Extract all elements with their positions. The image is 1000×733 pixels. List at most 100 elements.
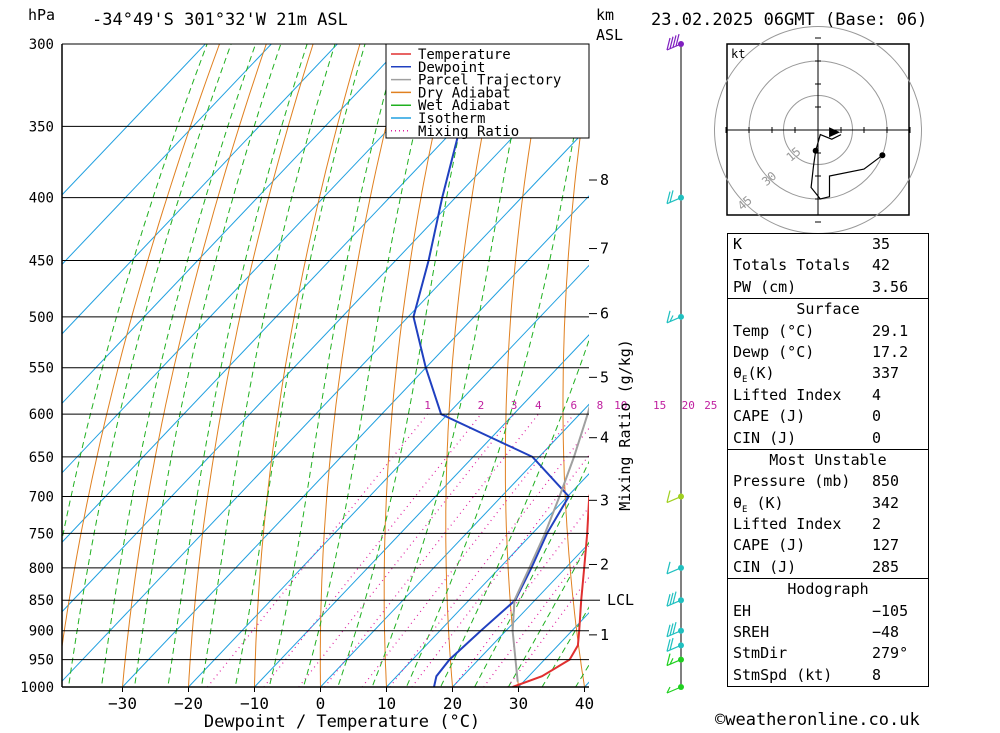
hodograph-index-row: StmDir 279° (728, 643, 928, 664)
most-unstable-value: 2 (872, 515, 882, 534)
legend-entry: Wet Adiabat (418, 98, 511, 114)
wind-barb-shaft (666, 43, 682, 51)
isotherm-line (62, 44, 339, 335)
wind-barb-feather (669, 592, 674, 606)
legend-entry: Dewpoint (418, 60, 485, 76)
legend-entry: Mixing Ratio (418, 124, 519, 140)
index-label: PW (cm) (733, 277, 797, 296)
hodograph-index-value: 279° (872, 644, 909, 663)
mixing-ratio-label: 20 (682, 399, 695, 412)
lcl-label: LCL (607, 591, 634, 609)
wind-barb-feather (669, 658, 674, 665)
pressure-tick-label: 850 (29, 593, 54, 609)
index-label: K (733, 235, 743, 253)
isotherm-line (253, 334, 589, 687)
wind-barb-feather (666, 624, 671, 637)
datetime-title: 23.02.2025 06GMT (Base: 06) (651, 10, 928, 30)
wet-adiabat-line (337, 44, 480, 687)
pressure-tick-label: 600 (29, 407, 54, 423)
isotherm-line (451, 542, 589, 687)
dry-adiabat-line (121, 44, 267, 687)
index-row: PW (cm) 3.56 (728, 277, 928, 298)
index-label: Totals Totals (733, 256, 851, 275)
index-value: 42 (872, 256, 891, 275)
wet-adiabat-line (474, 460, 589, 687)
wind-barb-shaft (666, 630, 682, 638)
hodograph-index-label: StmDir (733, 644, 788, 663)
mixing-ratio-line (324, 413, 539, 687)
wind-barb-shaft (666, 686, 682, 694)
legend-entry: Dry Adiabat (418, 85, 511, 101)
profile-lines (412, 44, 589, 687)
pressure-tick-label: 800 (29, 561, 54, 577)
wind-barb (666, 621, 684, 638)
wind-barb-feather (666, 561, 671, 574)
mixing-ratio-label: 1 (424, 399, 431, 412)
wind-barb-feather (666, 310, 671, 323)
hodograph-index-label: EH (733, 601, 752, 620)
index-row: Totals Totals 42 (728, 255, 928, 276)
pressure-tick-label: 450 (29, 254, 54, 270)
wind-barb (666, 561, 684, 575)
surface-value: 0 (872, 428, 882, 447)
isotherm-line (121, 195, 589, 687)
wind-barb-shaft (666, 197, 682, 205)
mixing-ratio-label: 8 (597, 399, 604, 412)
pressure-tick-label: 750 (29, 526, 54, 542)
height-tick-label: 3 (600, 491, 609, 509)
hodograph-index-value: −48 (872, 623, 900, 642)
wind-barb-shaft (666, 316, 682, 324)
pressure-tick-label: 700 (29, 490, 54, 506)
height-tick-label: 6 (600, 305, 609, 323)
series-temperature (512, 494, 589, 687)
mixing-ratio-line (483, 544, 589, 687)
surface-value: 17.2 (872, 342, 909, 361)
wet-adiabat-line (100, 44, 257, 687)
most-unstable-label: θE (K) (733, 493, 784, 515)
dry-adiabat-line (673, 0, 723, 713)
location-title: -34°49'S 301°32'W 21m ASL (92, 10, 348, 30)
mixing-ratio-label: 4 (535, 399, 542, 412)
most-unstable-value: 127 (872, 536, 900, 555)
surface-title: Surface (796, 300, 860, 319)
wind-barb-feather (669, 190, 674, 203)
surface-row: Lifted Index 4 (728, 385, 928, 406)
surface-label: θE(K) (733, 364, 775, 386)
mixing-ratio-line (507, 576, 589, 687)
temp-tick-label: 10 (377, 694, 396, 713)
hodograph-index-value: 8 (872, 665, 882, 684)
wet-adiabat-line (507, 541, 589, 687)
temp-tick-label: 30 (509, 694, 528, 713)
wind-barb-feather (669, 623, 674, 636)
surface-row: Temp (°C) 29.1 (728, 321, 928, 342)
most-unstable-label: Pressure (mb) (733, 472, 851, 491)
wind-barb-feather (669, 637, 674, 651)
temp-tick-label: 40 (575, 694, 594, 713)
wind-barb-feather (669, 315, 674, 322)
isotherm-line (62, 44, 207, 196)
wet-adiabat-line (541, 606, 589, 687)
hodograph-index-label: StmSpd (kt) (733, 665, 833, 684)
wind-barb-feather (675, 33, 680, 47)
dry-adiabat-line (967, 0, 1000, 713)
hodograph-unit: kt (731, 47, 745, 61)
temp-tick-label: −30 (108, 694, 137, 713)
temp-tick-label: 20 (443, 694, 462, 713)
wet-adiabat-line (62, 44, 208, 542)
pressure-tick-label: 550 (29, 361, 54, 377)
isotherm-line (385, 473, 589, 687)
surface-value: 4 (872, 385, 882, 404)
wind-barb-feather (672, 35, 677, 48)
hodograph-end-dot (879, 152, 886, 159)
indices-panel: K 35 Totals Totals 42 PW (cm) 3.56 Surface Te… (727, 233, 929, 688)
pressure-tick-label: 950 (29, 653, 54, 669)
isotherm-line (62, 56, 589, 613)
footer-copyright: ©weatheronline.co.uk (715, 710, 920, 730)
surface-row: CIN (J) 0 (728, 428, 928, 449)
wet-adiabat-line (67, 44, 232, 687)
isotherm-line (62, 44, 405, 405)
index-row: K 35 (728, 234, 928, 255)
wind-barb (666, 637, 684, 652)
